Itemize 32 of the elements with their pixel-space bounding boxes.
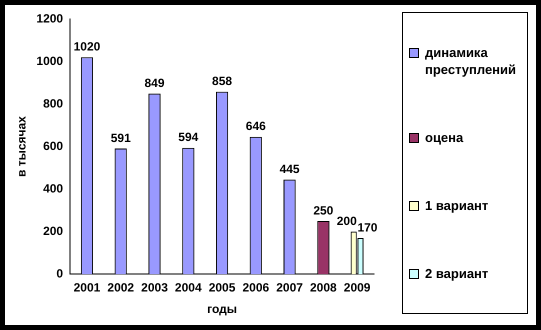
x-axis-title: годы	[207, 302, 237, 316]
legend-label: 1 вариант	[425, 196, 488, 214]
y-tick-label: 800	[43, 96, 64, 110]
data-label: 594	[178, 130, 199, 144]
data-label: 200	[336, 214, 358, 228]
data-label: 445	[280, 162, 300, 176]
y-tick-label: 600	[43, 138, 64, 153]
x-tick-label: 2006	[242, 280, 270, 295]
legend-label: динамика преступлений	[425, 44, 518, 78]
y-tick-label: 1200	[36, 11, 64, 26]
x-tick-label: 2001	[74, 280, 101, 295]
x-tick-label: 2007	[276, 280, 304, 295]
data-label: 858	[212, 74, 232, 88]
data-label: 170	[357, 220, 378, 234]
legend-label: 2 вариант	[425, 264, 488, 282]
y-tick-label: 0	[56, 266, 64, 281]
x-tick-label: 2009	[344, 280, 371, 295]
y-tick-label: 1000	[36, 54, 64, 68]
x-tick-label: 2008	[310, 280, 338, 295]
y-axis-title: в тысячах	[14, 116, 29, 178]
x-tick-label: 2003	[141, 280, 168, 295]
data-label: 1020	[74, 40, 101, 54]
legend-label: оцена	[425, 129, 464, 146]
data-label: 646	[246, 119, 266, 134]
x-tick-label: 2005	[208, 280, 236, 295]
x-tick-label: 2002	[107, 280, 134, 295]
data-label: 849	[144, 76, 165, 90]
x-tick-label: 2004	[174, 280, 202, 295]
data-label: 250	[313, 203, 334, 218]
y-tick-label: 200	[43, 224, 64, 238]
y-tick-label: 400	[43, 181, 64, 196]
data-label: 591	[110, 130, 132, 145]
